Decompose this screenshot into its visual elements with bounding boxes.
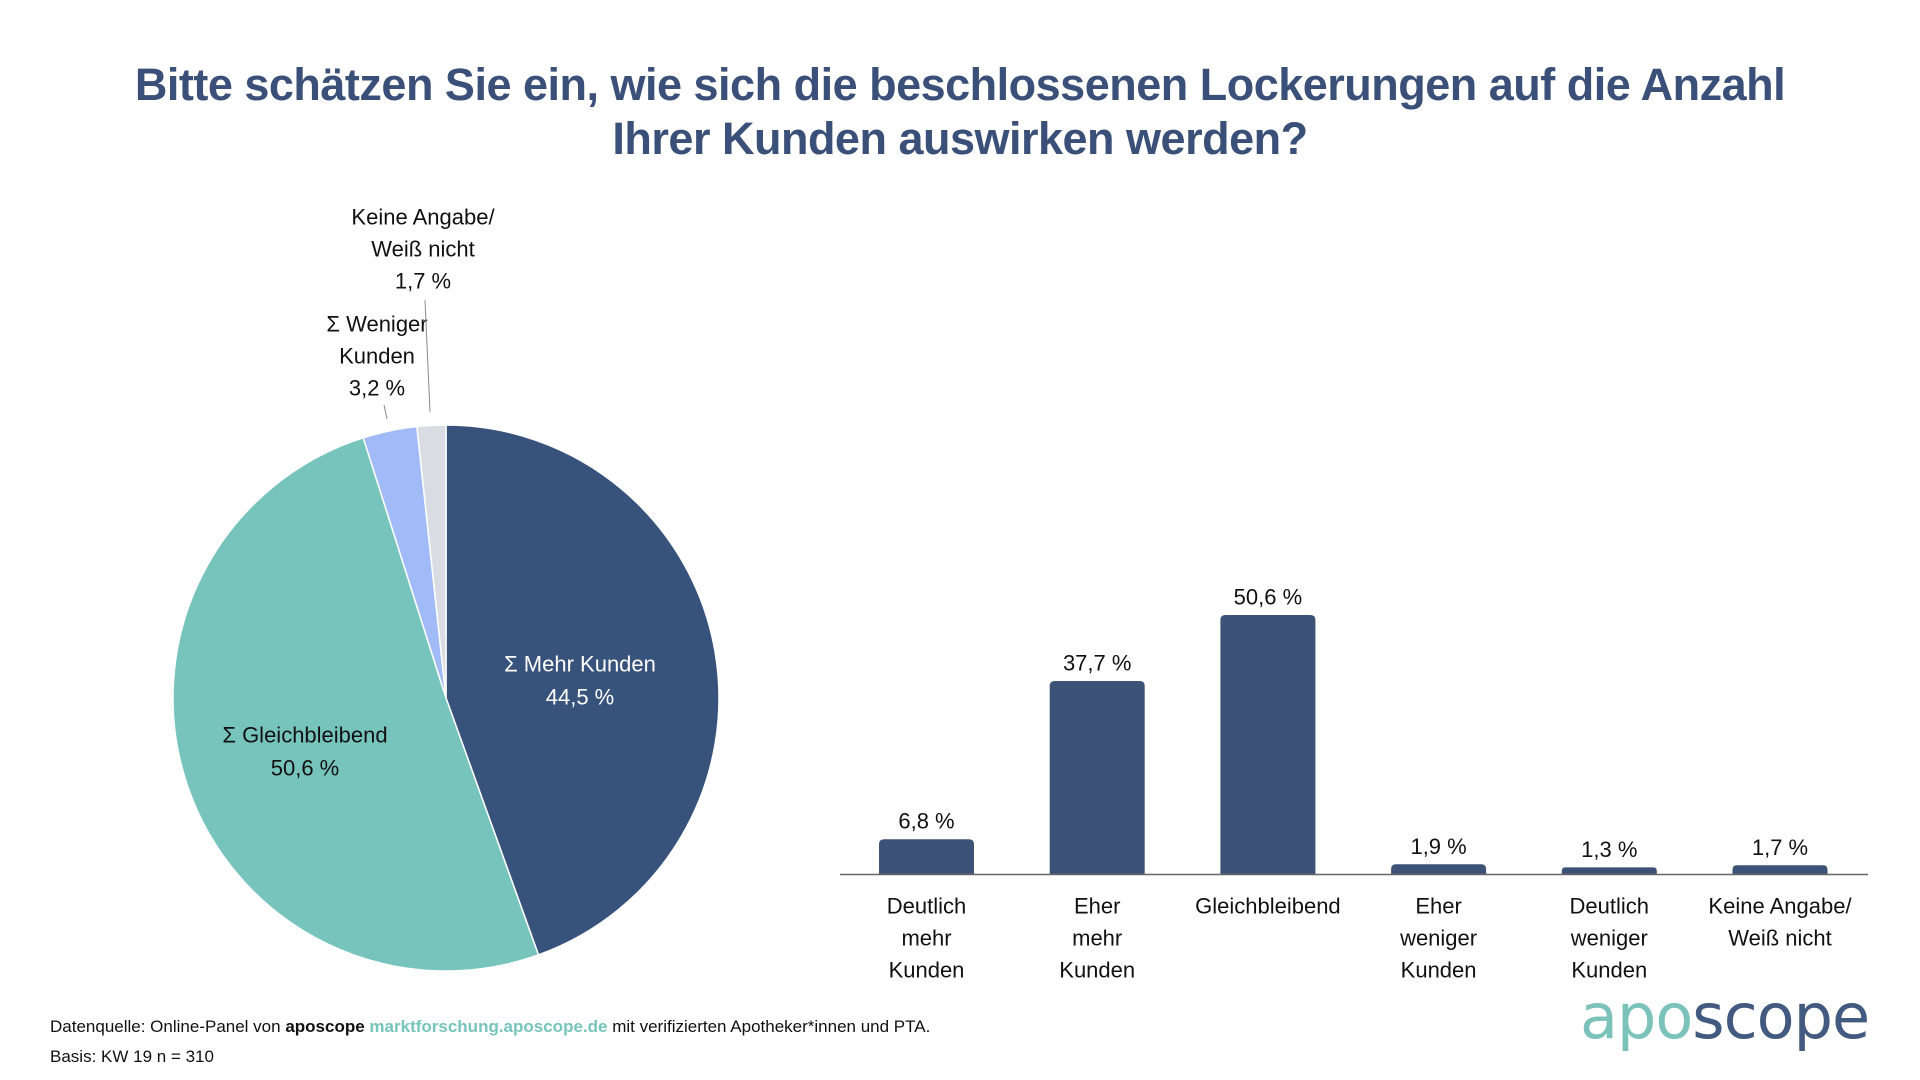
bar-category-label-6-line-2: Weiß nicht <box>1728 926 1832 951</box>
chart-title-line-1: Bitte schätzen Sie ein, wie sich die bes… <box>134 59 1786 110</box>
leader-line-weniger <box>383 404 388 420</box>
data-source-line: Datenquelle: Online-Panel von aposcope m… <box>50 1012 930 1042</box>
bar-category-label-1-line-2: mehr <box>901 926 951 951</box>
source-brand: aposcope <box>285 1017 365 1036</box>
pie-slice-4 <box>416 424 447 699</box>
pie-value-keine: 1,7 % <box>395 269 451 294</box>
bar-1 <box>879 839 974 874</box>
chart-title: Bitte schätzen Sie ein, wie sich die bes… <box>0 58 1920 166</box>
pie-label-mehr-kunden: Σ Mehr Kunden <box>504 652 656 677</box>
bar-value-label-6: 1,7 % <box>1752 835 1808 860</box>
source-prefix: Datenquelle: Online-Panel von <box>50 1017 286 1036</box>
pie-value-weniger: 3,2 % <box>349 376 405 401</box>
pie-label-keine-line2: Weiß nicht <box>371 237 475 262</box>
bar-3 <box>1220 615 1316 874</box>
pie-label-keine-line1: Keine Angabe/ <box>351 205 495 230</box>
pie-slice-1 <box>445 424 720 956</box>
footer: Datenquelle: Online-Panel von aposcope m… <box>50 1012 930 1072</box>
bar-category-label-4-line-3: Kunden <box>1401 958 1477 983</box>
bar-value-label-2: 37,7 % <box>1063 651 1132 676</box>
bar-category-label-1-line-1: Deutlich <box>887 894 966 919</box>
pie-value-mehr-kunden: 44,5 % <box>546 685 615 710</box>
bar-category-label-5-line-3: Kunden <box>1571 958 1647 983</box>
bar-category-label-3-line-1: Gleichbleibend <box>1195 894 1341 919</box>
bar-5 <box>1561 867 1657 874</box>
sample-basis: Basis: KW 19 n = 310 <box>50 1047 214 1066</box>
bar-value-label-3: 50,6 % <box>1234 585 1303 610</box>
bar-6 <box>1732 865 1828 874</box>
bar-value-label-4: 1,9 % <box>1410 834 1466 859</box>
bar-category-label-2-line-2: mehr <box>1072 926 1122 951</box>
pie-chart: Σ Mehr Kunden 44,5 % Σ Gleichbleibend 50,6 … <box>172 205 720 972</box>
bar-category-label-4-line-1: Eher <box>1415 894 1461 919</box>
bar-2 <box>1049 681 1145 874</box>
bar-category-label-5-line-2: weniger <box>1570 926 1648 951</box>
bar-value-label-1: 6,8 % <box>898 809 954 834</box>
source-suffix: mit verifizierten Apotheker*innen und PT… <box>607 1017 931 1036</box>
pie-label-weniger-line1: Σ Weniger <box>326 312 427 337</box>
logo-part-scope: scope <box>1692 980 1870 1053</box>
chart-title-line-2: Ihrer Kunden auswirken werden? <box>612 113 1308 164</box>
bar-category-label-5-line-1: Deutlich <box>1570 894 1649 919</box>
logo-part-apo: apo <box>1580 980 1693 1053</box>
pie-slice-2 <box>172 436 540 972</box>
leader-line-keine <box>424 299 431 413</box>
bar-4 <box>1391 864 1487 874</box>
pie-label-gleichbleibend: Σ Gleichbleibend <box>222 723 387 748</box>
bar-category-label-2-line-3: Kunden <box>1059 958 1135 983</box>
bar-category-label-2-line-1: Eher <box>1074 894 1120 919</box>
bar-category-label-1-line-3: Kunden <box>889 958 965 983</box>
pie-value-gleichbleibend: 50,6 % <box>271 756 340 781</box>
aposcope-logo: aposcope <box>1580 986 1870 1048</box>
bar-chart: 6,8 % Deutlich mehr Kunden 37,7 % Eher mehr Kun… <box>840 585 1868 983</box>
pie-label-weniger-line2: Kunden <box>339 344 415 369</box>
bar-value-label-5: 1,3 % <box>1581 837 1637 862</box>
source-link[interactable]: marktforschung.aposcope.de <box>369 1017 608 1036</box>
bar-category-label-6-line-1: Keine Angabe/ <box>1708 894 1852 919</box>
bar-category-label-4-line-2: weniger <box>1399 926 1477 951</box>
